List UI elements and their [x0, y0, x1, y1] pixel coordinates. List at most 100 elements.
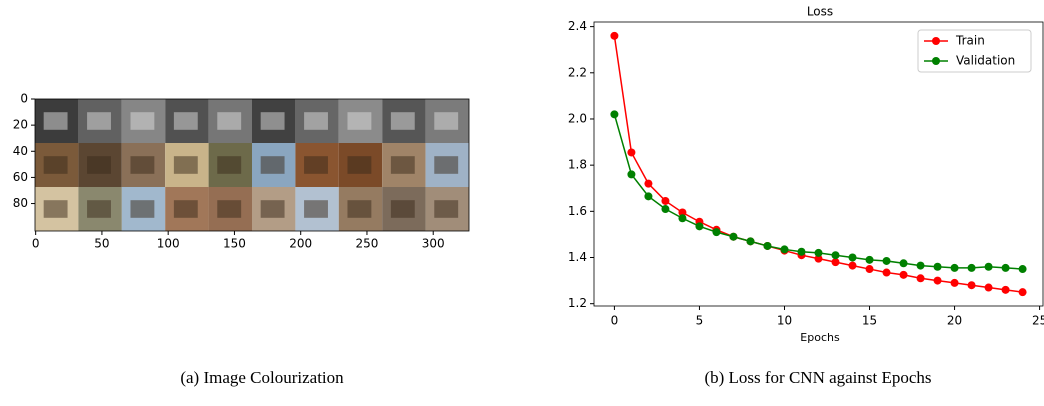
marker	[780, 245, 789, 254]
y-tick-label: 2.0	[568, 111, 587, 125]
image-detail	[304, 156, 328, 174]
line	[613, 114, 1023, 270]
y-tick-label: 40	[13, 144, 28, 158]
image-detail	[390, 200, 415, 218]
x-tick-label: 200	[289, 237, 312, 251]
marker	[814, 254, 823, 263]
image-detail	[390, 156, 415, 174]
marker	[950, 263, 959, 272]
marker	[899, 259, 908, 268]
image-detail	[217, 200, 242, 218]
image-detail	[130, 112, 155, 130]
image-detail	[304, 112, 328, 130]
marker	[695, 222, 704, 231]
y-tick-label: 1.2	[568, 296, 587, 310]
image-detail	[434, 200, 459, 218]
image-detail	[347, 200, 372, 218]
marker	[882, 256, 891, 265]
image-detail	[130, 200, 155, 218]
marker	[729, 232, 738, 241]
image-detail	[434, 156, 459, 174]
image-detail	[87, 156, 111, 174]
x-tick-label: 300	[422, 237, 445, 251]
marker	[712, 228, 721, 237]
x-tick-label: 10	[777, 314, 792, 328]
image-detail	[43, 156, 68, 174]
x-tick-label: 5	[696, 314, 704, 328]
image-detail	[130, 156, 155, 174]
marker	[882, 268, 891, 277]
marker	[661, 196, 670, 205]
marker	[610, 110, 619, 119]
y-tick-label: 2.2	[568, 65, 587, 79]
y-tick-label: 1.6	[568, 204, 587, 218]
marker	[848, 261, 857, 270]
x-tick-label: 20	[947, 314, 962, 328]
marker	[1001, 263, 1010, 272]
y-tick-label: 1.8	[568, 158, 587, 172]
image-detail	[434, 112, 459, 130]
x-tick-label: 15	[862, 314, 877, 328]
marker	[1018, 265, 1027, 274]
y-tick-label: 1.4	[568, 250, 587, 264]
marker	[916, 274, 925, 283]
marker	[814, 248, 823, 257]
legend-label: Validation	[956, 54, 1015, 68]
axes-frame	[593, 21, 1044, 307]
legend-marker	[932, 37, 940, 45]
image-detail	[347, 112, 372, 130]
marker	[865, 265, 874, 274]
image-detail	[217, 112, 242, 130]
image-detail	[173, 200, 198, 218]
image-detail	[87, 112, 111, 130]
caption: (b) Loss for CNN against Epochs	[704, 368, 931, 387]
legend-marker	[932, 57, 940, 65]
x-tick-label: 25	[1032, 314, 1044, 328]
marker	[831, 258, 840, 267]
legend-label: Train	[955, 34, 985, 48]
caption: (a) Image Colourization	[180, 368, 344, 387]
image-detail	[173, 156, 198, 174]
marker	[899, 270, 908, 279]
y-tick-label: 60	[13, 170, 28, 184]
marker	[933, 276, 942, 285]
image-detail	[260, 112, 285, 130]
image-detail	[173, 112, 198, 130]
marker	[610, 31, 619, 40]
marker	[627, 148, 636, 157]
y-tick-label: 0	[20, 92, 28, 106]
marker	[661, 205, 670, 214]
marker	[678, 208, 687, 217]
marker	[797, 247, 806, 256]
marker	[984, 283, 993, 292]
axes-frame	[34, 98, 470, 232]
x-tick-label: 0	[611, 314, 619, 328]
marker	[984, 262, 993, 271]
marker	[933, 262, 942, 271]
x-tick-label: 100	[157, 237, 180, 251]
marker	[967, 281, 976, 290]
marker	[916, 261, 925, 270]
image-detail	[217, 156, 242, 174]
marker	[678, 214, 687, 223]
marker	[644, 179, 653, 188]
x-axis-label: Epochs	[800, 331, 840, 344]
image-detail	[304, 200, 328, 218]
x-tick-label: 50	[94, 237, 109, 251]
image-detail	[43, 112, 68, 130]
chart-title: Loss	[807, 5, 833, 19]
marker	[763, 241, 772, 250]
image-detail	[43, 200, 68, 218]
image-detail	[347, 156, 372, 174]
marker	[967, 263, 976, 272]
marker	[1001, 285, 1010, 294]
marker	[950, 278, 959, 287]
x-tick-label: 250	[356, 237, 379, 251]
y-tick-label: 80	[13, 196, 28, 210]
marker	[627, 170, 636, 179]
marker	[831, 251, 840, 260]
image-detail	[260, 200, 285, 218]
image-detail	[260, 156, 285, 174]
